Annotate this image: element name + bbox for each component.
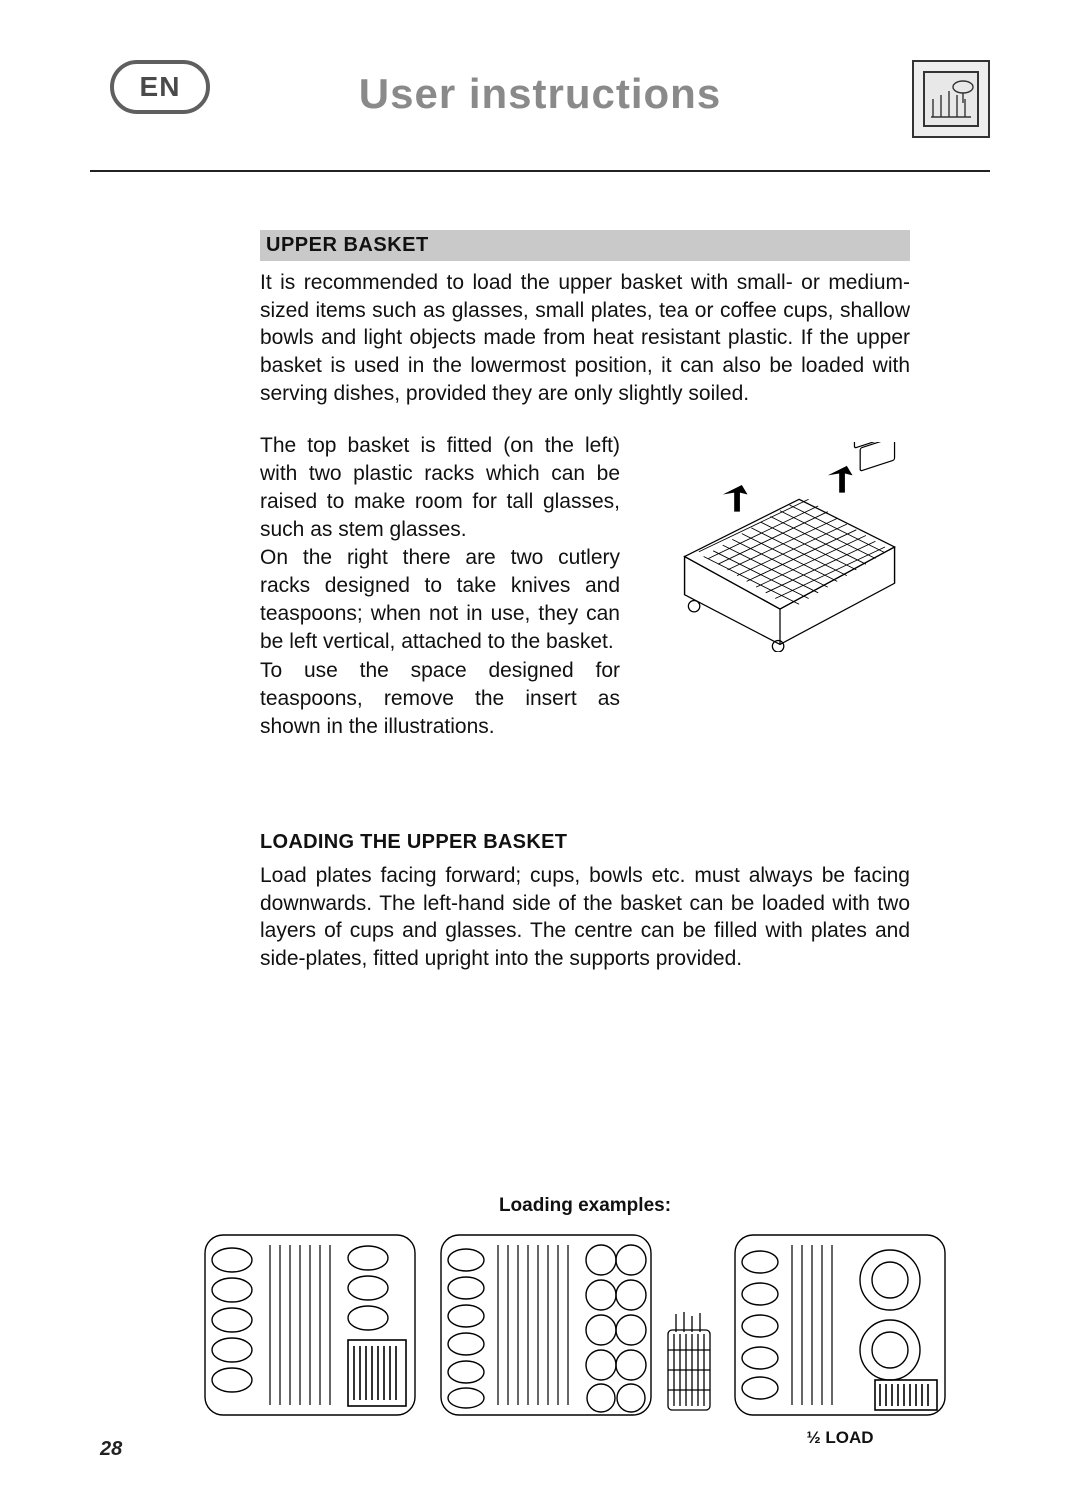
para-racks: The top basket is fitted (on the left) w… bbox=[260, 432, 620, 545]
upper-basket-isometric-diagram bbox=[650, 432, 910, 662]
manual-page: EN User instructions UPPER BASKET It is … bbox=[0, 0, 1080, 1511]
loading-examples-row: ½ LOAD bbox=[200, 1230, 920, 1448]
section-intro: It is recommended to load the upper bask… bbox=[260, 269, 910, 408]
page-number: 28 bbox=[100, 1438, 122, 1461]
loading-example-2 bbox=[460, 1230, 690, 1428]
loading-examples-label: Loading examples: bbox=[260, 1195, 910, 1217]
two-column-block: The top basket is fitted (on the left) w… bbox=[260, 432, 910, 741]
loading-example-1-diagram bbox=[200, 1230, 420, 1420]
loading-example-1 bbox=[200, 1230, 420, 1428]
section-heading-bar: UPPER BASKET bbox=[260, 230, 910, 261]
loading-example-3-half-load-diagram bbox=[730, 1230, 950, 1420]
loading-heading: LOADING THE UPPER BASKET bbox=[260, 831, 910, 854]
cutlery-basket-side-diagram bbox=[664, 1310, 714, 1420]
loading-body: Load plates facing forward; cups, bowls … bbox=[260, 862, 910, 973]
content-column: UPPER BASKET It is recommended to load t… bbox=[260, 230, 910, 973]
two-column-text: The top basket is fitted (on the left) w… bbox=[260, 432, 620, 741]
para-cutlery: On the right there are two cutlery racks… bbox=[260, 544, 620, 657]
loading-example-3-caption: ½ LOAD bbox=[806, 1428, 873, 1448]
loading-example-3: ½ LOAD bbox=[730, 1230, 950, 1448]
header-divider bbox=[90, 170, 990, 172]
loading-example-2-diagram bbox=[436, 1230, 656, 1420]
dishwasher-rack-icon bbox=[912, 60, 990, 138]
para-teaspoons: To use the space designed for teaspoons,… bbox=[260, 657, 620, 741]
